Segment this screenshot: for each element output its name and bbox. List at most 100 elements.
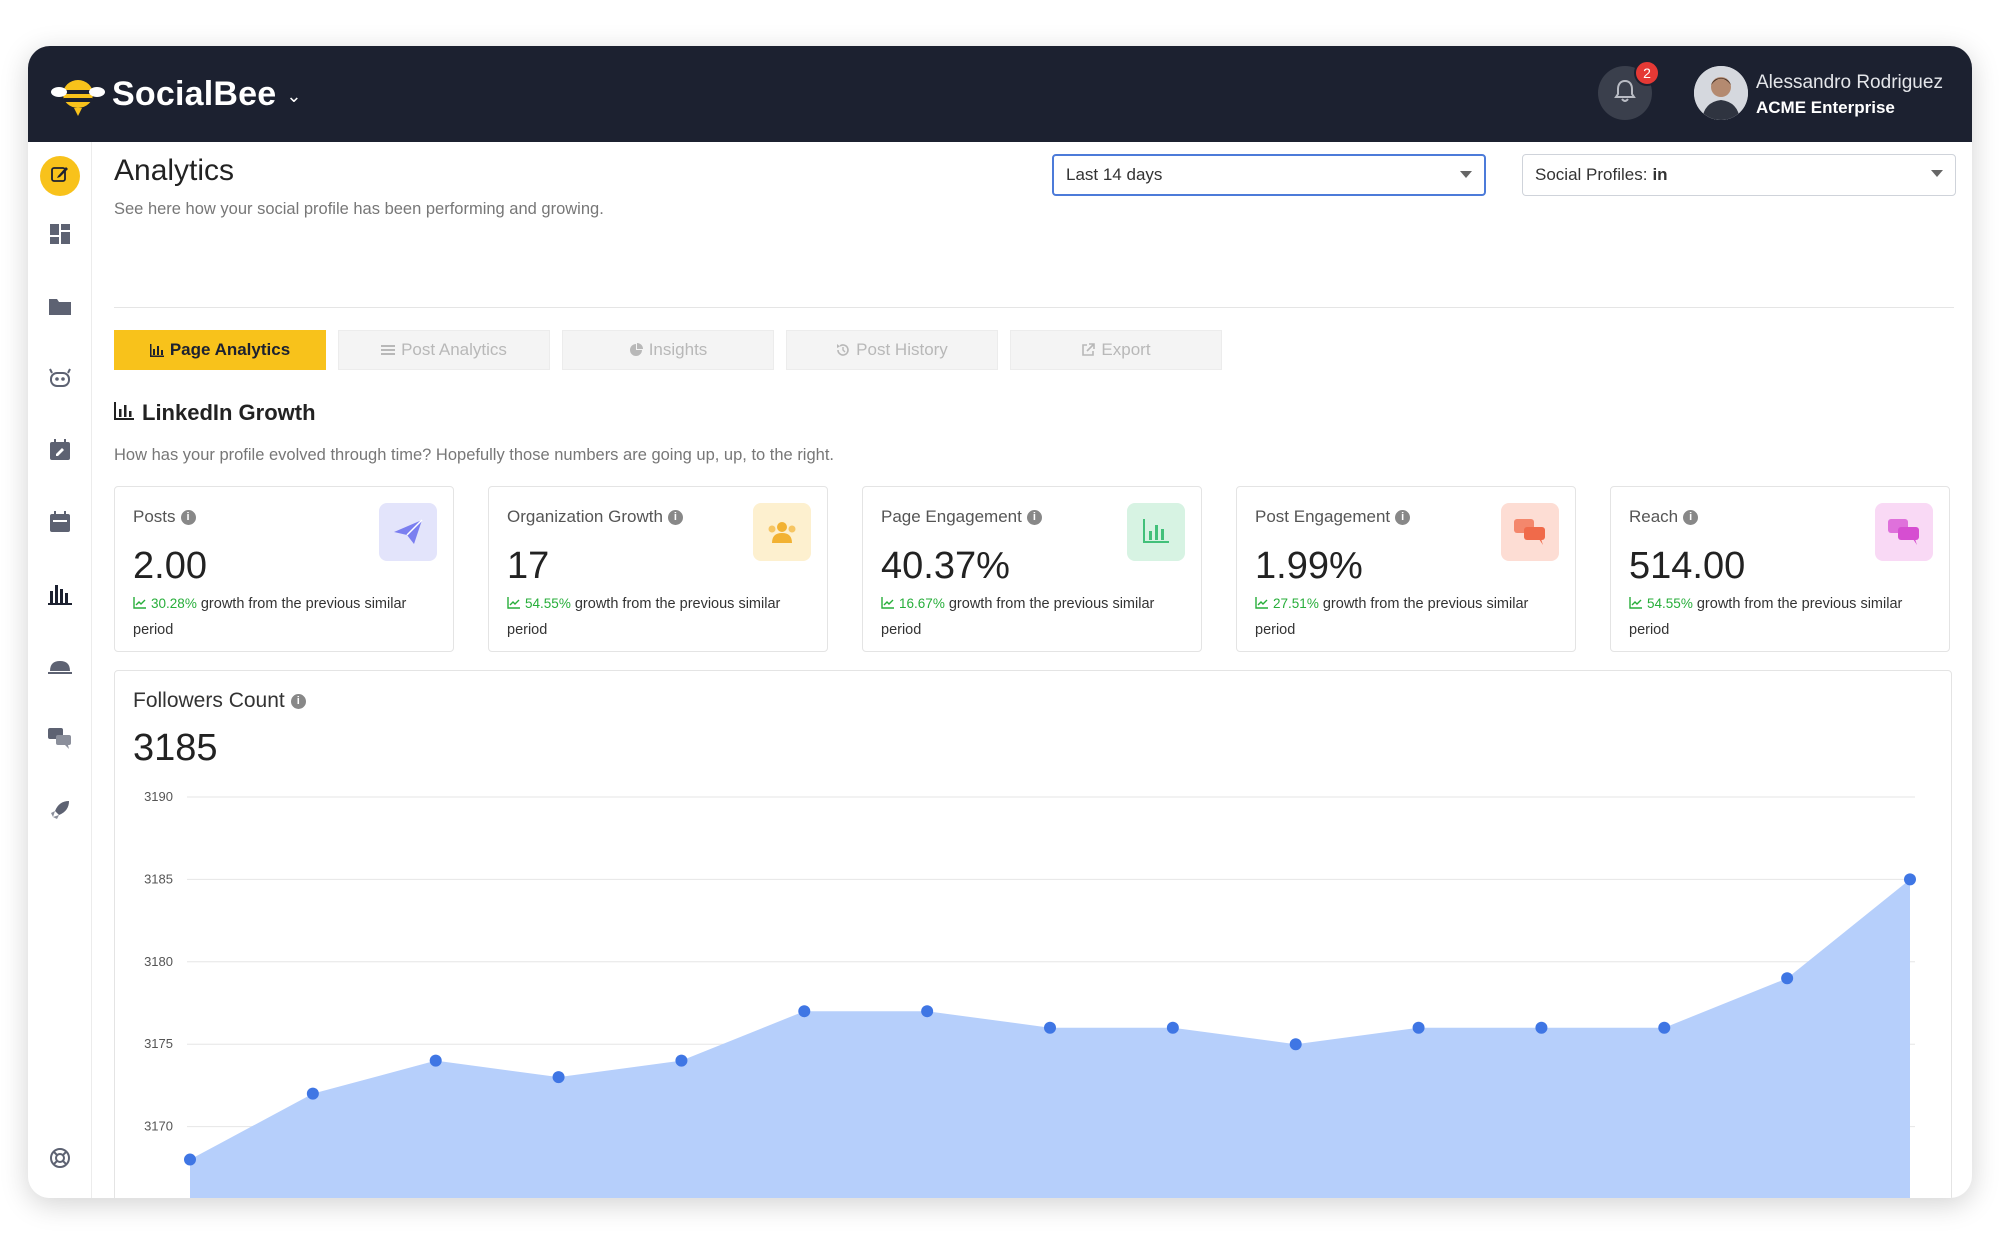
metric-label-text: Posts — [133, 507, 176, 526]
data-point — [1289, 1038, 1302, 1051]
sidebar-item-engage[interactable] — [40, 720, 80, 760]
info-icon[interactable]: i — [180, 509, 196, 525]
metric-growth: 54.55% growth from the previous similar … — [507, 591, 813, 643]
trend-up-icon — [507, 596, 521, 611]
tab-export[interactable]: Export — [1010, 330, 1222, 370]
growth-percent: 54.55% — [1647, 596, 1693, 611]
metric-card-organization-growth: Organization Growth i 17 54.55% growth fro… — [488, 486, 828, 652]
info-icon[interactable]: i — [290, 693, 306, 709]
section-title-text: LinkedIn Growth — [142, 400, 316, 425]
growth-suffix: growth from the previous similar period — [507, 596, 781, 638]
metric-label: Organization Growth i — [507, 507, 683, 527]
comments-icon — [47, 727, 73, 754]
sidebar-item-calendar[interactable] — [40, 504, 80, 544]
metric-label: Reach i — [1629, 507, 1699, 527]
sidebar-item-schedule[interactable] — [40, 432, 80, 472]
sidebar-item-copilot[interactable] — [40, 360, 80, 400]
data-point — [1781, 972, 1794, 985]
data-point — [429, 1054, 442, 1067]
metric-label: Posts i — [133, 507, 196, 527]
bar-chart-icon — [114, 400, 134, 426]
metric-card-page-engagement: Page Engagement i 40.37% 16.67% growth fro… — [862, 486, 1202, 652]
analytics-tabs: Page Analytics Post Analytics Insights Post… — [114, 330, 1234, 370]
followers-area — [190, 879, 1910, 1198]
metric-growth: 27.51% growth from the previous similar … — [1255, 591, 1561, 643]
chevron-down-icon: ⌄ — [286, 85, 302, 106]
history-icon — [836, 343, 850, 357]
metric-growth: 54.55% growth from the previous similar … — [1629, 591, 1935, 643]
user-name: Alessandro Rodriguez — [1756, 72, 1943, 93]
bee-logo-icon — [50, 70, 106, 118]
sidebar-item-analytics[interactable] — [40, 576, 80, 616]
data-point — [1044, 1021, 1056, 1034]
sidebar — [28, 142, 92, 1198]
data-point — [1166, 1021, 1179, 1034]
sidebar-item-help[interactable] — [40, 1140, 80, 1180]
growth-percent: 54.55% — [525, 596, 571, 611]
tab-post-history[interactable]: Post History — [786, 330, 998, 370]
metric-card-reach: Reach i 514.00 54.55% growth from the prev… — [1610, 486, 1950, 652]
section-title: LinkedIn Growth — [114, 400, 316, 426]
external-link-icon — [1081, 343, 1096, 357]
metric-label-text: Reach — [1629, 507, 1679, 526]
bar-chart-icon — [149, 343, 164, 357]
sidebar-item-boost[interactable] — [40, 792, 80, 832]
metric-value: 1.99% — [1255, 545, 1363, 587]
calendar-icon — [49, 510, 71, 538]
data-point — [1904, 873, 1916, 886]
brand-menu[interactable]: SocialBee ⌄ — [50, 70, 301, 118]
info-icon[interactable]: i — [1683, 509, 1699, 525]
info-icon[interactable]: i — [1395, 509, 1411, 525]
data-point — [921, 1005, 934, 1018]
info-icon[interactable]: i — [1026, 509, 1042, 525]
sidebar-item-compose[interactable] — [40, 156, 80, 196]
metric-label: Post Engagement i — [1255, 507, 1411, 527]
growth-suffix: growth from the previous similar period — [1255, 596, 1529, 638]
users-icon — [753, 503, 811, 561]
tab-label: Insights — [648, 340, 708, 359]
rocket-icon — [49, 799, 71, 826]
data-point — [1658, 1021, 1671, 1034]
data-point — [552, 1071, 565, 1084]
trend-up-icon — [1629, 596, 1643, 611]
metric-value: 40.37% — [881, 545, 1010, 587]
avatar[interactable] — [1694, 66, 1748, 120]
y-tick-label: 3185 — [144, 871, 173, 886]
followers-total: 3185 — [133, 727, 218, 769]
tab-label: Page Analytics — [169, 340, 291, 359]
folder-icon — [48, 296, 72, 321]
tab-insights[interactable]: Insights — [562, 330, 774, 370]
data-point — [798, 1005, 811, 1018]
brand-name: SocialBee — [112, 74, 277, 113]
page-title: Analytics — [114, 154, 235, 187]
trend-up-icon — [881, 596, 895, 611]
date-range-select[interactable]: Last 14 days — [1052, 154, 1486, 196]
data-point — [1535, 1021, 1548, 1034]
edit-icon — [50, 164, 70, 189]
data-point — [306, 1087, 319, 1100]
sidebar-item-dashboard[interactable] — [40, 216, 80, 256]
date-range-value: Last 14 days — [1066, 165, 1163, 184]
data-point — [1412, 1021, 1425, 1034]
metric-label-text: Page Engagement — [881, 507, 1022, 526]
list-icon — [381, 344, 396, 356]
tab-page-analytics[interactable]: Page Analytics — [114, 330, 326, 370]
sidebar-item-concierge[interactable] — [40, 648, 80, 688]
social-profiles-select[interactable]: Social Profiles: in — [1522, 154, 1956, 196]
info-icon[interactable]: i — [667, 509, 683, 525]
growth-suffix: growth from the previous similar period — [133, 596, 407, 638]
tab-label: Post Analytics — [401, 340, 507, 359]
user-organization: ACME Enterprise — [1756, 98, 1895, 117]
sidebar-item-content[interactable] — [40, 288, 80, 328]
trend-up-icon — [133, 596, 147, 611]
metric-growth: 30.28% growth from the previous similar … — [133, 591, 439, 643]
growth-suffix: growth from the previous similar period — [881, 596, 1155, 638]
tab-post-analytics[interactable]: Post Analytics — [338, 330, 550, 370]
caret-down-icon — [1460, 171, 1472, 178]
metric-label-text: Post Engagement — [1255, 507, 1391, 526]
metric-value: 17 — [507, 545, 550, 587]
data-point — [675, 1054, 688, 1067]
bar-chart-icon — [48, 583, 72, 610]
metric-value: 514.00 — [1629, 545, 1746, 587]
divider — [114, 307, 1954, 308]
